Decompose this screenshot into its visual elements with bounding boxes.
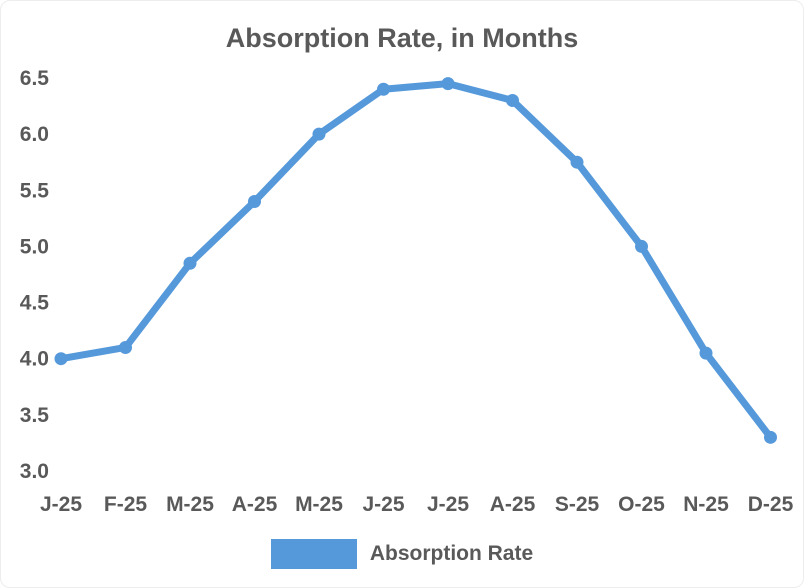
- y-axis-tick-label: 5.5: [20, 179, 50, 202]
- y-axis-tick-label: 3.5: [20, 404, 50, 427]
- data-point-marker: [54, 352, 68, 366]
- data-point-marker: [506, 93, 519, 107]
- data-point-marker: [377, 82, 390, 96]
- y-axis-tick-label: 4.5: [20, 292, 50, 315]
- data-point-marker: [183, 256, 197, 270]
- x-axis-tick-label: J-25: [40, 493, 82, 516]
- chart-title: Absorption Rate, in Months: [225, 23, 579, 53]
- x-axis-tick-label: S-25: [555, 493, 600, 516]
- x-axis-tick-label: A-25: [490, 493, 536, 516]
- data-point-marker: [635, 239, 648, 253]
- x-axis-tick-label: D-25: [748, 493, 794, 516]
- data-point-marker: [699, 346, 713, 360]
- data-point-marker: [312, 127, 326, 141]
- data-point-marker: [570, 155, 584, 169]
- x-axis-tick-label: N-25: [683, 493, 729, 516]
- y-axis-tick-label: 6.5: [20, 67, 50, 90]
- legend-swatch: [270, 539, 357, 569]
- x-axis-tick-label: F-25: [104, 493, 148, 516]
- data-point-marker: [764, 430, 777, 444]
- data-point-marker: [441, 77, 455, 91]
- x-axis-tick-label: M-25: [166, 493, 214, 516]
- legend-label: Absorption Rate: [369, 542, 534, 565]
- x-axis-tick-label: J-25: [362, 493, 404, 516]
- legend: Absorption Rate: [1, 539, 803, 569]
- x-axis-tick-label: O-25: [618, 493, 665, 516]
- series-line: [57, 80, 774, 441]
- y-axis-tick-label: 5.0: [20, 235, 49, 258]
- y-axis-tick-label: 6.0: [20, 123, 49, 146]
- data-point-marker: [119, 340, 132, 354]
- y-axis-tick-label: 3.0: [20, 460, 49, 483]
- x-axis-tick-label: M-25: [295, 493, 343, 516]
- x-axis-tick-label: J-25: [427, 493, 469, 516]
- data-point-marker: [248, 195, 261, 209]
- y-axis-tick-label: 4.0: [20, 348, 49, 371]
- x-axis-tick-label: A-25: [232, 493, 278, 516]
